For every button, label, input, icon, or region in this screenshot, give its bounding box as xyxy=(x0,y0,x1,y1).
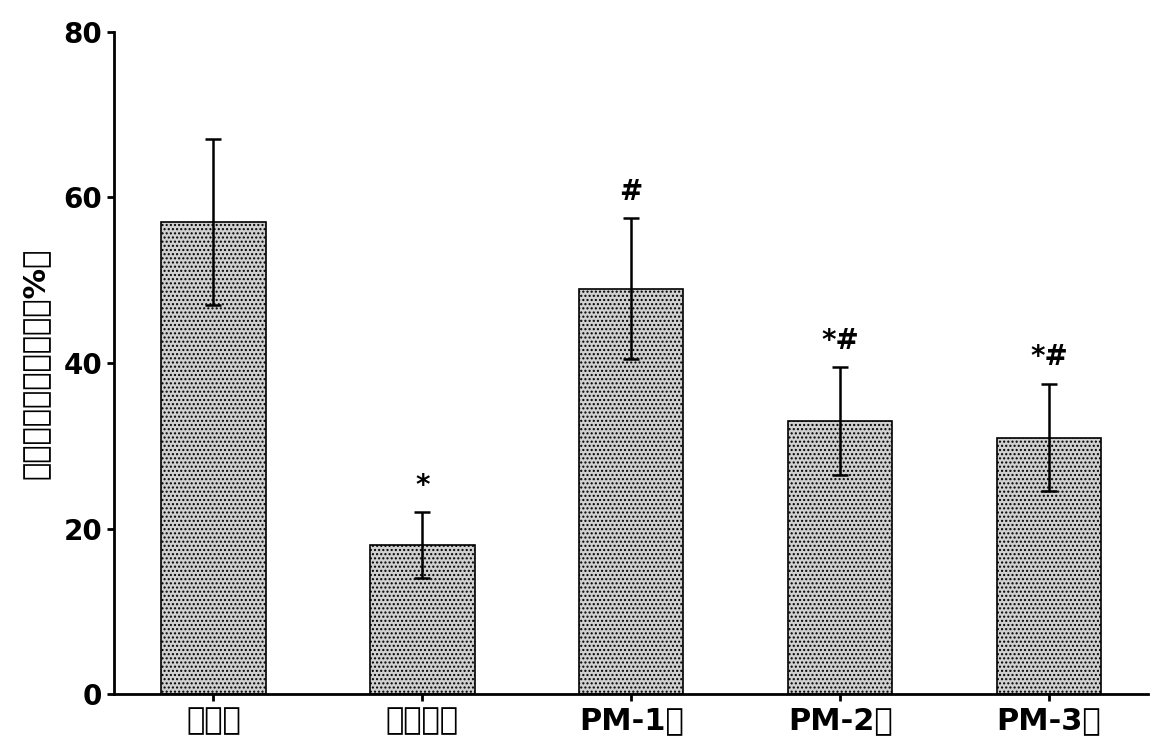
Text: *: * xyxy=(415,472,429,500)
Text: #: # xyxy=(620,178,643,206)
Bar xyxy=(371,545,475,694)
Bar xyxy=(788,421,892,694)
Bar xyxy=(161,222,265,694)
Bar xyxy=(997,438,1101,694)
Text: *#: *# xyxy=(1030,343,1067,371)
Y-axis label: 小鼠精子活率百分比（%）: 小鼠精子活率百分比（%） xyxy=(21,247,50,479)
Text: *#: *# xyxy=(821,327,859,355)
Bar xyxy=(579,289,684,694)
